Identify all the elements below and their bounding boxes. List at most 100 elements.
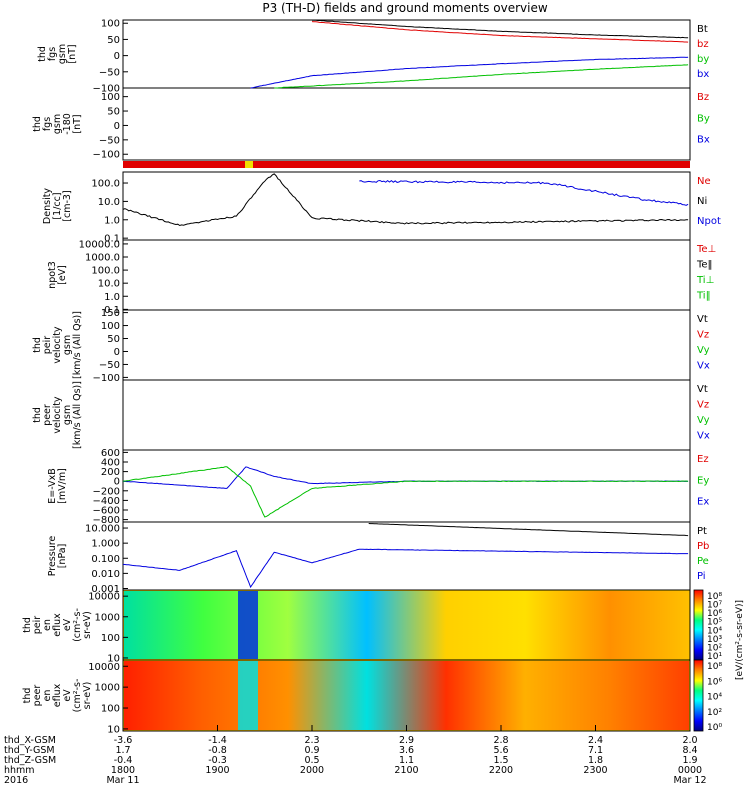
y-axis-label: [1/cc] (52, 192, 63, 219)
y-tick-label: 100 (101, 704, 120, 715)
coord-value: 2.0 (682, 735, 697, 746)
y-axis-label: eflux (52, 613, 63, 637)
y-tick-label: −50 (99, 135, 120, 146)
y-tick-label: 10 (107, 653, 120, 664)
coord-value: 1.7 (115, 745, 130, 756)
colorbar-tick: 10⁶ (707, 677, 722, 687)
series-line-Ni (122, 173, 689, 227)
panel-frame (122, 449, 691, 523)
coord-value: 0000 (678, 765, 702, 776)
coord-value: 0.9 (304, 745, 319, 756)
colorbar (693, 589, 704, 661)
coord-value: 1.9 (682, 755, 697, 766)
legend-Bt: Bt (697, 24, 708, 35)
y-tick-label: 0 (114, 347, 120, 358)
coord-value: -0.3 (208, 755, 227, 766)
y-axis-label: [cm-3] (62, 190, 73, 221)
y-tick-label: 150 (101, 308, 120, 319)
y-tick-label: 100 (101, 19, 120, 30)
y-tick-label: 1.0 (104, 215, 120, 226)
y-axis-label: thd (22, 688, 33, 704)
series-line-Ey (123, 466, 689, 518)
legend-Ti‖: Ti‖ (696, 291, 711, 302)
colorbar-tick: 10⁸ (707, 662, 722, 672)
y-tick-label: 10.0 (98, 197, 120, 208)
y-tick-label: 0.1 (104, 305, 120, 316)
y-axis-label: [eV] (57, 265, 68, 285)
coord-row-label: thd_Y-GSM (4, 745, 55, 756)
coord-value: 1.5 (493, 755, 508, 766)
series-line-Bt (312, 19, 689, 39)
y-axis-label: gsm (57, 44, 68, 64)
coord-value: 7.1 (588, 745, 603, 756)
y-tick-label: 10.0 (98, 279, 120, 290)
y-axis-label: eV (62, 618, 73, 631)
y-axis-label: gsm (52, 114, 63, 134)
chart-title: P3 (TH-D) fields and ground moments over… (262, 1, 547, 15)
y-tick-label: 600 (101, 448, 120, 459)
series-line-Pt (368, 523, 689, 537)
spectrogram-band (238, 661, 258, 730)
coord-value: -3.6 (114, 735, 133, 746)
y-tick-label: 50 (107, 35, 120, 46)
spectrogram (124, 591, 689, 659)
series-line-bz (311, 21, 689, 43)
legend-Npot: Npot (697, 216, 721, 227)
coord-value: 2000 (300, 765, 324, 776)
legend-Bx: Bx (697, 135, 710, 146)
legend-Vy: Vy (697, 415, 710, 426)
coord-value: 2300 (583, 765, 607, 776)
coord-value: -0.8 (208, 745, 227, 756)
y-axis-label: thd (22, 617, 33, 633)
legend-Vy: Vy (697, 345, 710, 356)
panel-frame (122, 239, 691, 311)
start-date: Mar 11 (106, 775, 139, 786)
legend-Vx: Vx (697, 431, 710, 442)
y-tick-label: 0 (114, 51, 120, 62)
y-axis-label: (cm²-s- (72, 679, 83, 713)
y-tick-label: −100 (93, 150, 120, 161)
y-tick-label: 50 (107, 334, 120, 345)
y-tick-label: 0.100 (91, 554, 120, 565)
coord-value: 1.8 (588, 755, 603, 766)
y-tick-label: 0 (114, 121, 120, 132)
coord-value: 3.6 (399, 745, 414, 756)
legend-Vt: Vt (697, 314, 708, 325)
y-axis-label: (cm²-s- (72, 608, 83, 642)
y-tick-label: 10000.0 (79, 239, 120, 250)
colorbar-label: [eV/(cm²-s-sr-eV)] (735, 600, 745, 680)
y-axis-label: -180 (62, 113, 73, 135)
y-axis-label: gsm (62, 405, 73, 425)
series-line-Npot (359, 179, 689, 206)
y-axis-label: velocity (52, 396, 63, 434)
legend-bx: bx (697, 69, 709, 80)
coord-value: 8.4 (682, 745, 697, 756)
legend-Vz: Vz (697, 400, 709, 411)
y-axis-label: fgs (42, 117, 53, 131)
y-tick-label: 100 (101, 92, 120, 103)
coord-value: 2100 (394, 765, 418, 776)
colorbar-tick: 10⁰ (707, 723, 722, 733)
legend-by: by (697, 54, 709, 65)
y-axis-label: thd (37, 46, 48, 62)
coord-value: -1.4 (208, 735, 227, 746)
colorbar-tick: 10⁸ (707, 592, 722, 602)
coord-value: 0.5 (304, 755, 319, 766)
y-axis-label: sr-eV) (82, 682, 93, 710)
y-axis-label: [nT] (67, 44, 78, 63)
legend-Te‖: Te‖ (696, 260, 713, 271)
legend-Pt: Pt (697, 526, 707, 537)
y-axis-label: [km/s (All Qs)] (72, 381, 83, 449)
y-tick-label: −100 (93, 84, 120, 95)
panel-5: thd peer velocity gsm [km/s (All Qs)] Vt Vz Vy V… (32, 379, 710, 451)
y-axis-label: peir (32, 616, 43, 635)
coord-value: 2200 (489, 765, 513, 776)
y-tick-label: 0 (114, 477, 120, 488)
legend-Ey: Ey (697, 475, 709, 486)
coord-value: 1800 (111, 765, 135, 776)
colorbar-tick: 10² (707, 708, 722, 718)
y-tick-label: −50 (99, 67, 120, 78)
